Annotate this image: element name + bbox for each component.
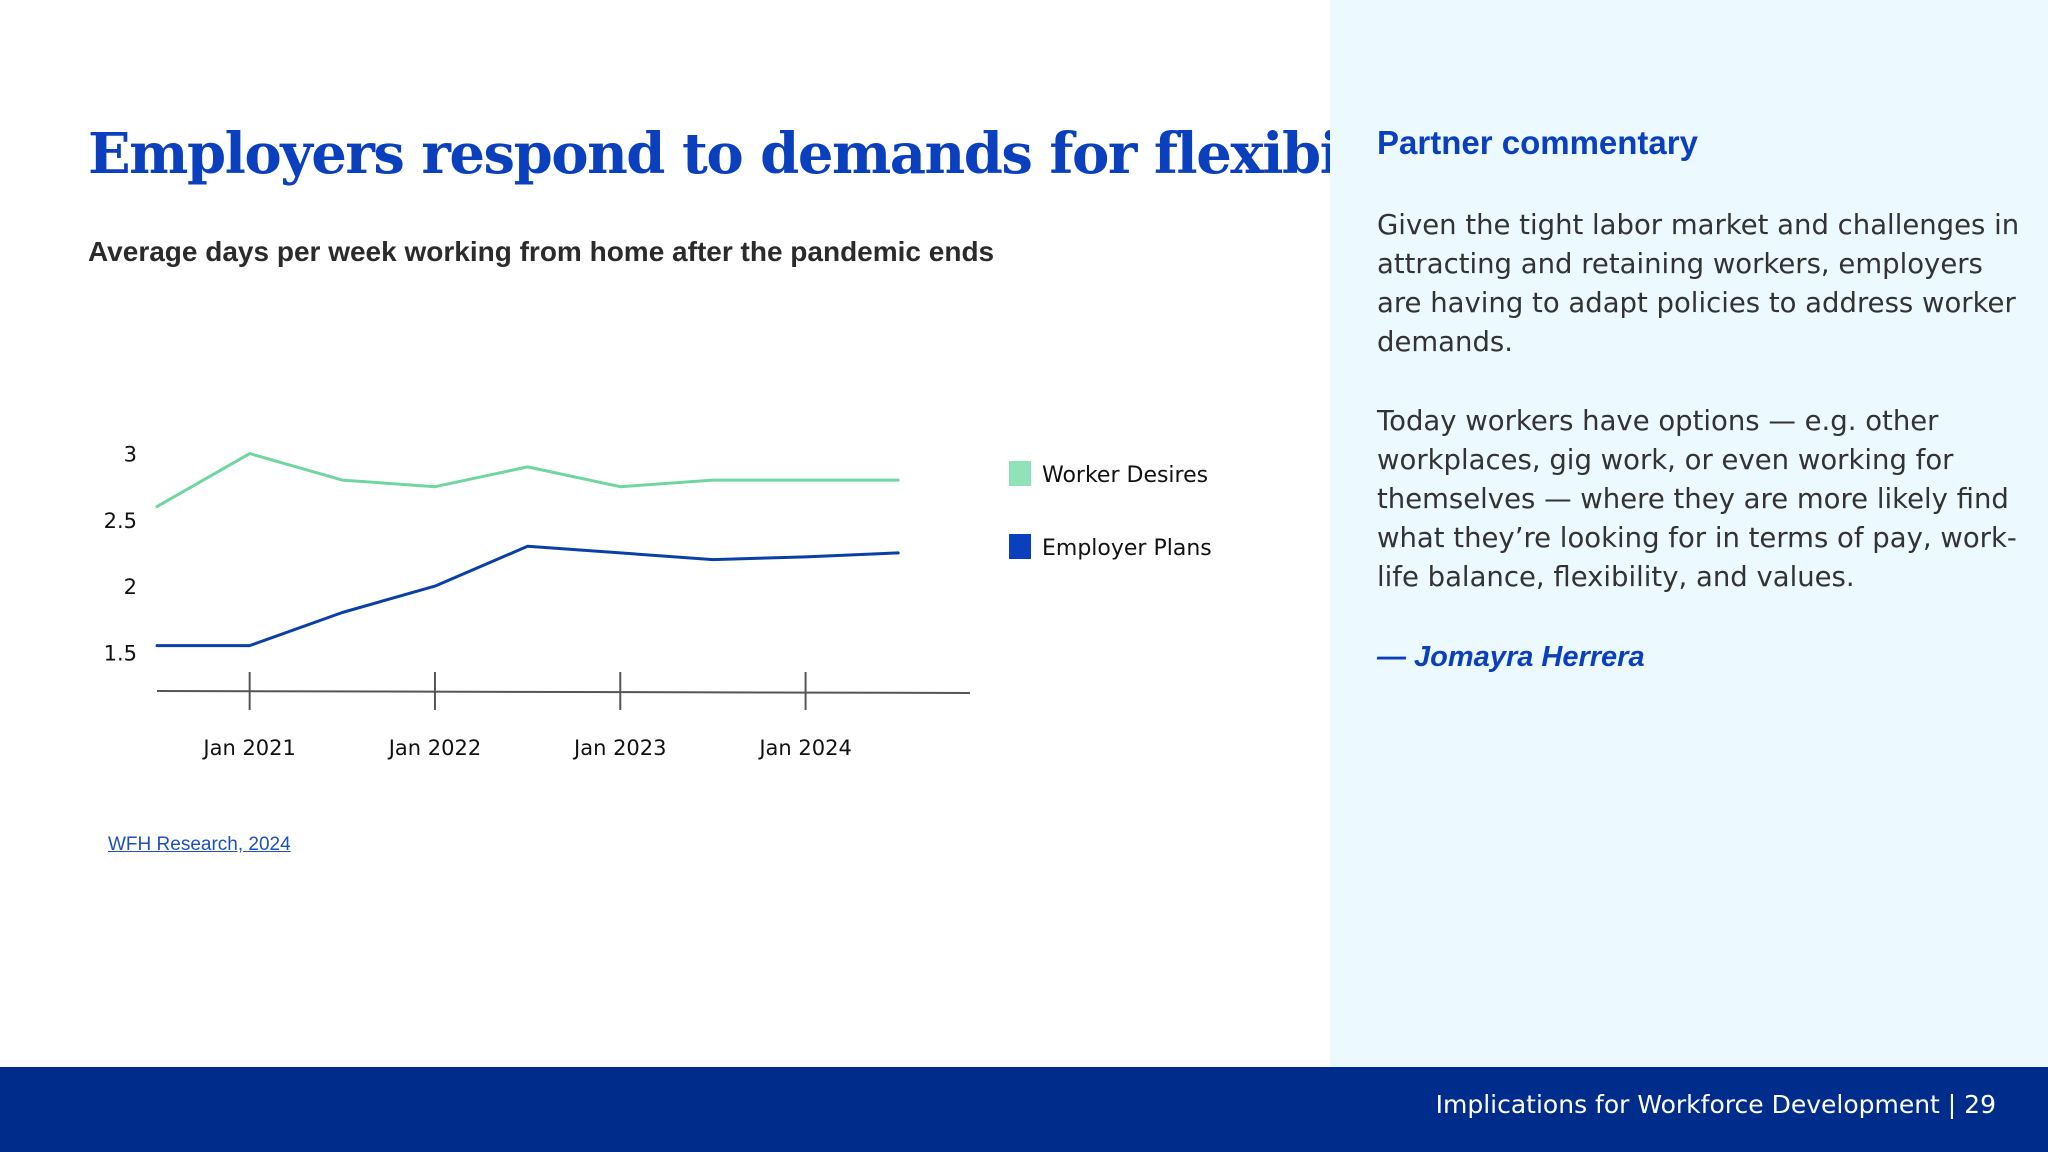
y-tick-label: 2 [124,575,137,599]
line-chart: 32.521.5 Jan 2021 Jan 2022 Jan 2023 Jan 202… [104,443,1212,760]
commentary-paragraph-2: Today workers have options — e.g. other … [1377,405,2017,593]
source-link[interactable]: WFH Research, 2024 [108,834,291,855]
footer-text: Implications for Workforce Development |… [1435,1090,1996,1119]
chart-subtitle: Average days per week working from home … [88,236,995,267]
commentary-paragraph-1: Given the tight labor market and challen… [1377,209,2020,358]
x-tick-label: Jan 2024 [757,736,852,760]
legend-label: Employer Plans [1042,536,1212,561]
legend-swatch [1009,461,1031,486]
series-line-worker-desires [155,452,900,509]
x-axis: Jan 2021 Jan 2022 Jan 2023 Jan 2024 [156,672,971,760]
x-tick-label: Jan 2021 [201,736,296,760]
series-line-employer-plans [155,544,900,648]
x-axis-line [156,690,971,694]
commentary-heading: Partner commentary [1377,124,1698,161]
slide-title: Employers respond to demands for flexibi… [88,121,1436,187]
y-tick-label: 1.5 [104,641,137,665]
y-tick-label: 3 [124,443,137,467]
series-lines [155,452,900,648]
chart-legend: Worker Desires Employer Plans [1009,461,1212,561]
y-axis-tick-labels: 3 2.5 2 1.5 [104,443,137,666]
legend-swatch [1009,534,1031,559]
footer-bar: Implications for Workforce Development |… [0,1067,2048,1152]
legend-label: Worker Desires [1042,463,1208,488]
commentary-author: — Jomayra Herrera [1377,641,1645,673]
y-tick-label: 2.5 [104,509,137,533]
commentary-panel: Partner commentary Given the tight labor… [1330,0,2048,1067]
x-tick-label: Jan 2022 [387,736,482,760]
x-tick-label: Jan 2023 [572,736,667,760]
